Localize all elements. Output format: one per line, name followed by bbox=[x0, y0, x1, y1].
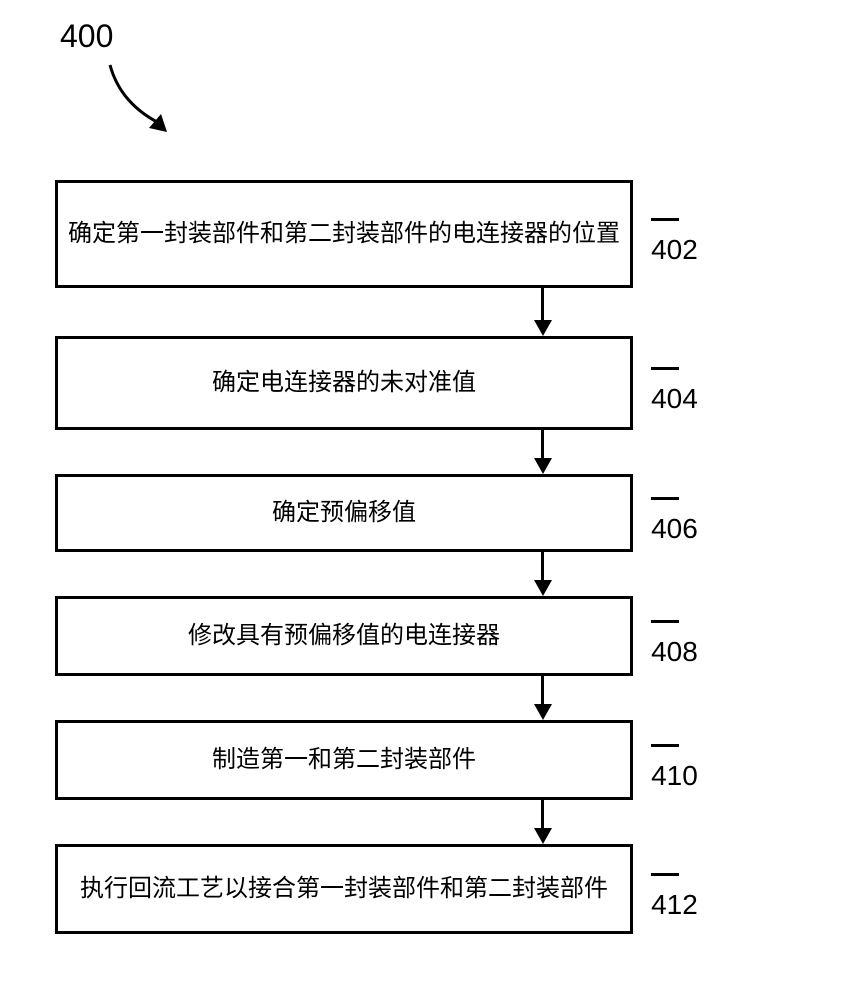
connector-408 bbox=[360, 676, 725, 720]
step-row-406: 确定预偏移值 406 bbox=[55, 474, 725, 552]
step-label-402: 402 bbox=[651, 202, 725, 266]
connector-arrow-icon bbox=[534, 458, 552, 474]
step-box-408: 修改具有预偏移值的电连接器 bbox=[55, 596, 633, 676]
connector-arrow-icon bbox=[534, 580, 552, 596]
step-row-412: 执行回流工艺以接合第一封装部件和第二封装部件 412 bbox=[55, 844, 725, 934]
step-box-406: 确定预偏移值 bbox=[55, 474, 633, 552]
arrow-head bbox=[149, 114, 167, 132]
label-text: 408 bbox=[651, 636, 698, 667]
label-dash bbox=[651, 620, 679, 623]
connector-406 bbox=[360, 552, 725, 596]
label-text: 412 bbox=[651, 889, 698, 920]
step-box-402: 确定第一封装部件和第二封装部件的电连接器的位置 bbox=[55, 180, 633, 288]
step-box-412: 执行回流工艺以接合第一封装部件和第二封装部件 bbox=[55, 844, 633, 934]
label-dash bbox=[651, 873, 679, 876]
label-text: 402 bbox=[651, 234, 698, 265]
label-dash bbox=[651, 218, 679, 221]
step-label-412: 412 bbox=[651, 857, 725, 921]
label-text: 406 bbox=[651, 513, 698, 544]
connector-line bbox=[541, 288, 544, 320]
connector-410 bbox=[360, 800, 725, 844]
label-dash bbox=[651, 367, 679, 370]
step-row-408: 修改具有预偏移值的电连接器 408 bbox=[55, 596, 725, 676]
connector-line bbox=[541, 552, 544, 580]
arrow-path bbox=[110, 65, 157, 122]
step-box-410: 制造第一和第二封装部件 bbox=[55, 720, 633, 800]
connector-arrow-icon bbox=[534, 828, 552, 844]
step-label-408: 408 bbox=[651, 604, 725, 668]
step-label-406: 406 bbox=[651, 481, 725, 545]
step-label-410: 410 bbox=[651, 728, 725, 792]
flowchart-container: 确定第一封装部件和第二封装部件的电连接器的位置 402 确定电连接器的未对准值 404… bbox=[55, 180, 725, 934]
step-label-404: 404 bbox=[651, 351, 725, 415]
figure-pointer-arrow bbox=[105, 60, 185, 150]
figure-number: 400 bbox=[60, 18, 113, 55]
step-row-404: 确定电连接器的未对准值 404 bbox=[55, 336, 725, 430]
step-row-402: 确定第一封装部件和第二封装部件的电连接器的位置 402 bbox=[55, 180, 725, 288]
label-dash bbox=[651, 744, 679, 747]
connector-arrow-icon bbox=[534, 704, 552, 720]
label-text: 410 bbox=[651, 760, 698, 791]
connector-line bbox=[541, 676, 544, 704]
connector-line bbox=[541, 430, 544, 458]
step-box-404: 确定电连接器的未对准值 bbox=[55, 336, 633, 430]
label-dash bbox=[651, 497, 679, 500]
label-text: 404 bbox=[651, 383, 698, 414]
connector-402 bbox=[360, 288, 725, 336]
connector-404 bbox=[360, 430, 725, 474]
connector-arrow-icon bbox=[534, 320, 552, 336]
step-row-410: 制造第一和第二封装部件 410 bbox=[55, 720, 725, 800]
connector-line bbox=[541, 800, 544, 828]
